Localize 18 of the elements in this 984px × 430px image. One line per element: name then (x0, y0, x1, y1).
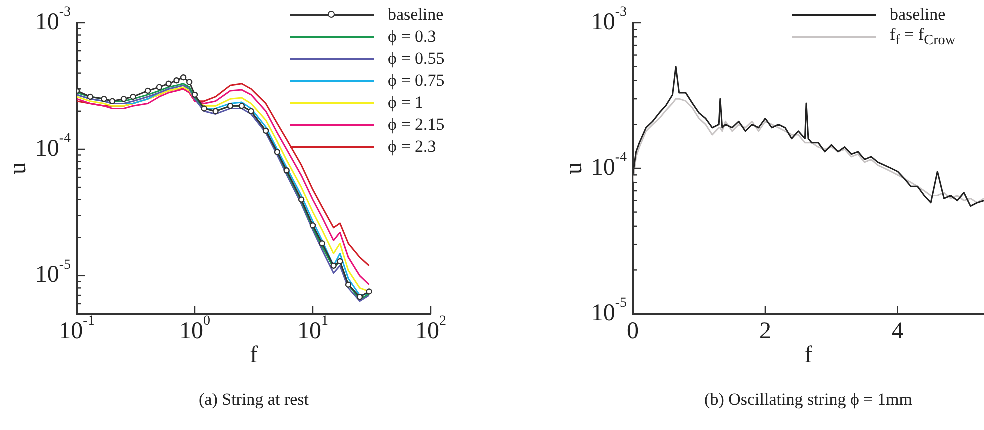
legend-label: baseline (388, 5, 444, 25)
legend-label: ϕ = 0.55 (388, 49, 445, 69)
x-axis-title: f (804, 342, 813, 368)
legend-label: ϕ = 2.3 (388, 137, 436, 157)
x-axis-title: f (250, 342, 258, 368)
legend-label: f$_{f}$ = f$_{Crow}$ (890, 24, 956, 50)
x-tick-label: 4 (892, 318, 904, 344)
legend-label: ϕ = 0.75 (388, 71, 445, 91)
y-axis-title: u (5, 162, 32, 174)
y-axis-title: u (561, 162, 588, 174)
legend-label: ϕ = 2.15 (388, 115, 445, 135)
x-tick-label: 0 (627, 318, 639, 344)
text: (a) String at rest (199, 390, 309, 409)
legend-label: ϕ = 1 (388, 93, 424, 113)
x-tick-label: 2 (759, 318, 772, 344)
legend-label: baseline (890, 5, 946, 25)
text: (b) Oscillating string ϕ = 1mm (704, 390, 912, 409)
legend-label: ϕ = 0.3 (388, 27, 436, 47)
